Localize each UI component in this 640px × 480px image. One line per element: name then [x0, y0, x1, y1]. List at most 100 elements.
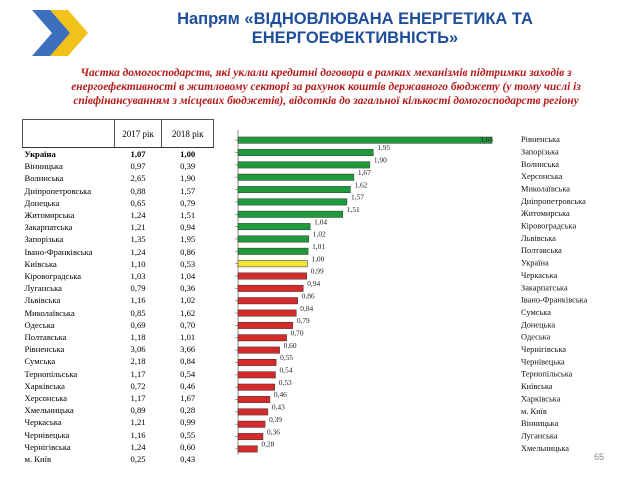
table-cell-region: Чернівецька [24, 429, 70, 440]
table-cell-region: Херсонська [24, 393, 68, 404]
chart-data-label: 1,00 [311, 254, 324, 263]
table-cell-2017: 0,79 [130, 283, 146, 294]
chart-category-label: Хмельницька [521, 444, 569, 453]
chart-category-label: Житомирська [521, 209, 570, 218]
table-cell-region: Луганська [24, 283, 62, 294]
table-row: Полтавська 1,18 1,01 [23, 331, 214, 343]
table-cell-2017: 2,18 [130, 356, 146, 367]
table-cell-2017: 1,18 [130, 332, 146, 343]
chart-category-label: Закарпатська [521, 283, 568, 292]
table-cell-region: Житомирська [24, 210, 75, 221]
table-row: Житомирська 1,24 1,51 [23, 209, 214, 221]
table-header-row: 2017 рік 2018 рік [22, 119, 214, 148]
chart-data-label: 0,55 [280, 353, 293, 362]
chart-bar [237, 408, 269, 416]
table-row: Донецька 0,65 0,79 [23, 197, 214, 209]
table-cell-2017: 0,25 [130, 454, 146, 465]
table-cell-2017: 0,85 [130, 307, 146, 318]
table-header-2018: 2018 рік [161, 119, 214, 148]
chart-category-label: Тернопільська [521, 370, 573, 379]
table-cell-2018: 1,02 [180, 295, 196, 306]
table-cell-2018: 0,70 [180, 319, 196, 330]
table-row: м. Київ 0,25 0,43 [23, 453, 214, 465]
table-cell-2018: 0,53 [180, 258, 196, 269]
chart-category-label: Луганська [521, 431, 558, 440]
table-cell-2018: 0,36 [180, 283, 196, 294]
table-row: Київська 1,10 0,53 [23, 258, 214, 270]
table-cell-2017: 1,24 [130, 210, 146, 221]
chart-data-label: 0,46 [274, 390, 287, 399]
table-row: Львівська 1,16 1,02 [23, 294, 214, 306]
chart-bar [237, 359, 277, 366]
table-row: Харківська 0,72 0,46 [23, 380, 214, 392]
chart-category-label: Донецька [521, 320, 555, 329]
chart-category-label: Херсонська [521, 172, 563, 181]
title-line-2: ЕНЕРГОЕФЕКТИВНІСТЬ» [251, 29, 459, 47]
chart-bar [237, 223, 311, 231]
table-row: Херсонська 1,17 1,67 [23, 392, 214, 404]
table-cell-2018: 1,00 [180, 149, 196, 159]
table-cell-2018: 0,28 [180, 405, 196, 416]
chart-bar [237, 198, 348, 206]
title-line-1: Напрям «ВІДНОВЛЮВАНА ЕНЕРГЕТИКА ТА [177, 10, 533, 28]
chart-data-label: 0,86 [302, 291, 315, 300]
chart-category-label: Львівська [521, 234, 556, 243]
table-cell-2018: 1,95 [180, 234, 196, 245]
table-row: Сумська 2,18 0,84 [23, 355, 214, 367]
table-cell-2017: 1,24 [130, 246, 146, 257]
table-cell-2018: 1,51 [180, 210, 196, 221]
chart-data-label: 1,01 [312, 242, 325, 251]
chart-bar [237, 420, 266, 428]
table-row: Вінницька 0,97 0,39 [23, 160, 214, 172]
chart-data-label: 1,04 [314, 217, 327, 226]
table-row: Хмельницька 0,89 0,28 [23, 404, 214, 416]
table-cell-2018: 1,04 [180, 271, 196, 282]
table-cell-2018: 0,60 [180, 441, 196, 452]
chart-data-label: 0,54 [279, 366, 292, 375]
table-cell-2018: 0,84 [180, 356, 196, 367]
chart-bar [237, 346, 280, 354]
table-cell-2017: 1,24 [130, 441, 146, 452]
logo-icon [32, 10, 88, 56]
table-header-2017: 2017 рік [113, 119, 163, 148]
chart-data-label: 1,62 [354, 180, 367, 189]
chart-bar [237, 235, 310, 243]
table-cell-2017: 1,35 [130, 234, 146, 245]
chart-data-label: 1,51 [347, 205, 360, 214]
chart-bar [237, 260, 308, 268]
table-cell-2017: 3,06 [130, 344, 146, 355]
table-cell-region: Миколаївська [24, 307, 75, 318]
table-cell-region: Харківська [24, 380, 65, 391]
table-cell-2018: 0,39 [180, 161, 196, 172]
table-cell-2018: 3,66 [180, 344, 196, 355]
chart-bar [237, 149, 374, 156]
table-cell-2017: 0,88 [130, 185, 146, 196]
chart-bar [237, 161, 371, 169]
chart-category-label: Одеська [521, 333, 551, 342]
table-row: Івано-Франківська 1,24 0,86 [23, 246, 214, 258]
table-cell-region: Україна [24, 149, 56, 159]
chart-category-label: Кіровоградська [521, 222, 576, 231]
table-cell-2017: 1,03 [130, 271, 146, 282]
table-cell-region: Волинська [24, 173, 64, 184]
chart-bar [237, 309, 297, 317]
chart-category-label: Вінницька [521, 419, 559, 428]
chart-category-label: Чернігівська [521, 345, 566, 354]
table-cell-region: Сумська [24, 356, 56, 367]
chart-bar [237, 210, 344, 218]
chart-category-label: Рівненська [521, 135, 560, 144]
table-cell-2018: 0,54 [180, 368, 196, 379]
chart-data-label: 1,95 [377, 143, 390, 152]
table-cell-2018: 1,57 [180, 185, 196, 196]
table-row: Рівненська 3,06 3,66 [23, 343, 214, 355]
chart-data-label: 3,66 [480, 135, 493, 144]
table-cell-region: м. Київ [24, 454, 52, 465]
table-cell-2017: 2,65 [130, 173, 146, 184]
table-cell-2018: 0,55 [180, 429, 196, 440]
chart-data-label: 1,67 [358, 168, 371, 177]
table-cell-2017: 1,07 [130, 149, 146, 159]
page-title: Напрям «ВІДНОВЛЮВАНА ЕНЕРГЕТИКА ТА ЕНЕРГ… [110, 10, 600, 48]
table-row: Кіровоградська 1,03 1,04 [23, 270, 214, 282]
chart-data-label: 0,84 [300, 304, 313, 313]
table-cell-2017: 1,16 [130, 429, 146, 440]
